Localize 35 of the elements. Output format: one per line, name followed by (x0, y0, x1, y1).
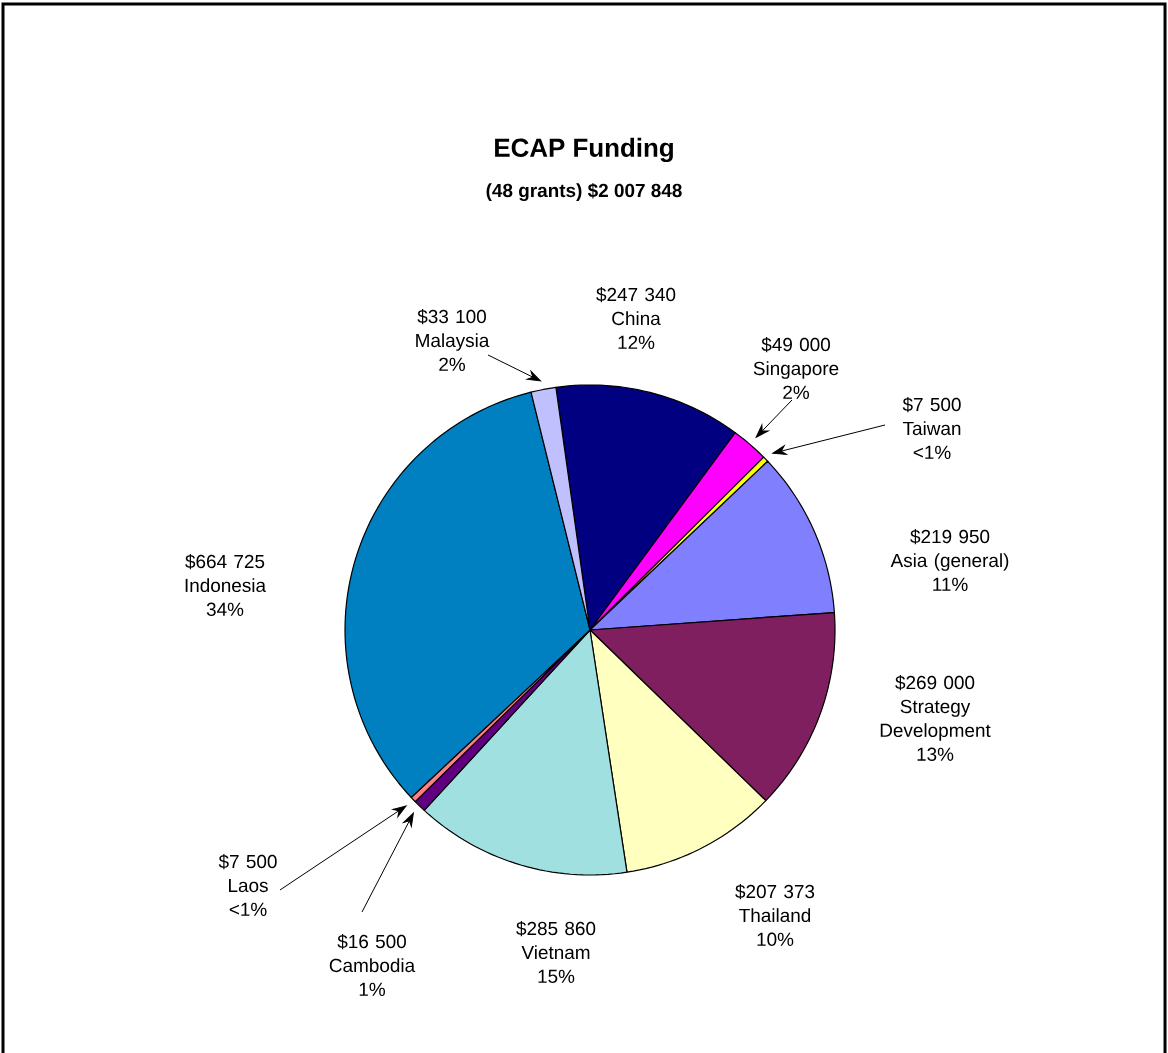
data-label: $269 000 (895, 675, 975, 691)
text: 13% (917, 747, 954, 761)
data-label: $219 950 (910, 529, 990, 545)
data-label: $664 725 (185, 553, 265, 570)
text: <1% (229, 902, 267, 916)
slice-label: Strategy Development (880, 699, 991, 741)
text: 2% (783, 385, 810, 399)
slice-label: China (612, 311, 661, 326)
chart-subtitle: (48 grants) $2 007 848 (486, 182, 682, 202)
slice-label: Singapore (753, 361, 839, 379)
data-label: $7 500 (218, 854, 277, 870)
data-label: $285 860 (516, 921, 596, 937)
text: 15% (538, 969, 575, 984)
slice-label: Asia (general) (890, 553, 1009, 571)
slice-label: Cambodia (329, 958, 416, 973)
slice-label: Taiwan (902, 421, 961, 436)
data-label: $207 373 (735, 884, 815, 900)
slice-label: Indonesia (185, 578, 267, 593)
data-label: $16 500 (337, 934, 406, 950)
slice-label: Laos (229, 878, 268, 893)
data-label: $247 340 (596, 287, 676, 303)
text: 11% (933, 577, 968, 591)
text: 34% (206, 602, 244, 616)
data-label: $49 000 (761, 337, 830, 353)
slice-label: Thailand (739, 908, 811, 923)
data-label: $33 100 (417, 309, 486, 325)
text: 2% (439, 357, 466, 371)
chart-title: ECAP Funding (495, 137, 673, 163)
text: 1% (359, 982, 386, 996)
text: 10% (757, 932, 794, 947)
text: <1% (913, 445, 951, 459)
slice-label: Vietnam (521, 945, 590, 960)
data-label: $7 500 (902, 397, 961, 413)
slice-label: Malaysia (416, 333, 490, 351)
text: 12% (618, 335, 655, 349)
